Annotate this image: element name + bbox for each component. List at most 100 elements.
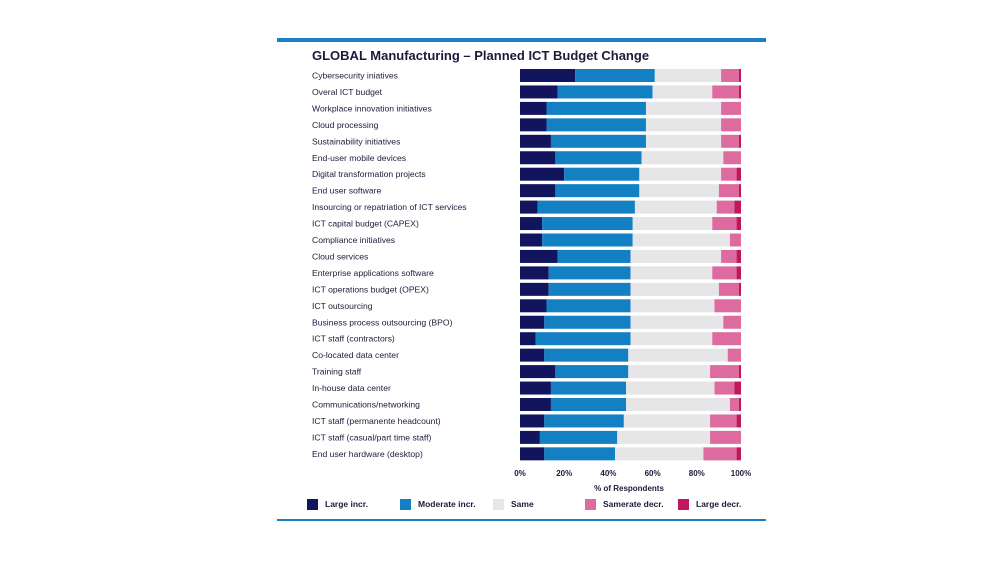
bar-segment <box>721 101 741 115</box>
category-label: Enterprise applications software <box>312 268 434 278</box>
bar-segment <box>712 85 739 99</box>
bar-segment <box>520 101 547 115</box>
legend-label: Large decr. <box>696 499 742 509</box>
category-label: Cloud services <box>312 251 368 261</box>
legend-swatch <box>307 498 318 510</box>
bar-segment <box>716 200 735 214</box>
x-tick-label: 0% <box>514 469 526 478</box>
bar-segment <box>546 101 646 115</box>
bar-segment <box>539 430 618 444</box>
bar-segment <box>736 414 741 428</box>
legend-swatch <box>585 498 596 510</box>
bar-segment <box>546 118 646 132</box>
bar-segment <box>544 315 631 329</box>
bar-segment <box>555 184 640 198</box>
bar-segment <box>703 447 737 461</box>
category-label: In-house data center <box>312 383 391 393</box>
top-rule <box>277 38 766 42</box>
bar-segment <box>718 184 739 198</box>
legend-swatch <box>400 498 411 510</box>
bar-segment <box>729 398 739 411</box>
category-label: Insourcing or repatriation of ICT servic… <box>312 202 467 212</box>
bar-segment <box>718 282 739 296</box>
bar-segment <box>738 282 741 296</box>
bar-segment <box>721 167 737 181</box>
category-label: ICT staff (permanente headcount) <box>312 416 441 426</box>
category-label: ICT outsourcing <box>312 301 373 311</box>
bar-segment <box>555 365 629 379</box>
bar-segment <box>738 365 741 379</box>
bar-segment <box>738 398 741 411</box>
bar-segment <box>645 134 722 148</box>
bar-segment <box>734 381 741 395</box>
bar-segment <box>721 69 739 82</box>
bar-segment <box>630 315 724 329</box>
x-tick-label: 60% <box>645 469 661 478</box>
bar-segment <box>623 414 711 428</box>
legend-label: Same <box>511 499 534 509</box>
category-label: Co-located data center <box>312 350 399 360</box>
bar-segment <box>520 266 549 280</box>
category-label: End-user mobile devices <box>312 153 406 163</box>
bar-segment <box>632 233 730 247</box>
legend-item: Samerate decr. <box>585 497 663 511</box>
bar-segment <box>736 447 741 461</box>
category-label: Digital transformation projects <box>312 169 426 179</box>
legend-swatch <box>678 498 689 510</box>
bar-segment <box>654 69 722 82</box>
bar-segment <box>542 217 633 231</box>
bar-segment <box>520 69 576 82</box>
bar-segment <box>645 101 722 115</box>
category-label: ICT operations budget (OPEX) <box>312 284 429 294</box>
bar-segment <box>520 167 565 181</box>
bar-segment <box>520 134 551 148</box>
legend-label: Samerate decr. <box>603 499 664 509</box>
category-label: Sustainability initiatives <box>312 136 400 146</box>
bar-segment <box>738 69 741 82</box>
bar-segment <box>630 332 713 346</box>
bar-segment <box>520 348 545 362</box>
bottom-rule <box>277 519 766 521</box>
x-tick-label: 100% <box>731 469 751 478</box>
bar-segment <box>546 299 631 313</box>
bar-segment <box>550 398 627 411</box>
bar-segment <box>736 167 741 181</box>
bar-segment <box>520 332 536 346</box>
x-tick-label: 80% <box>689 469 705 478</box>
category-label: Workplace innovation initiatives <box>312 103 432 113</box>
bar-segment <box>738 85 741 99</box>
category-label: ICT staff (contractors) <box>312 334 395 344</box>
legend-item: Moderate incr. <box>400 497 476 511</box>
bar-segment <box>564 167 640 181</box>
bar-segment <box>520 381 551 395</box>
x-tick-label: 40% <box>600 469 616 478</box>
bar-segment <box>710 430 741 444</box>
bar-segment <box>520 365 556 379</box>
bar-segment <box>641 151 724 165</box>
bar-segment <box>520 398 551 411</box>
bar-segment <box>632 217 713 231</box>
category-label: End user software <box>312 186 381 196</box>
bar-segment <box>652 85 713 99</box>
bar-segment <box>548 266 631 280</box>
bar-segment <box>520 282 549 296</box>
bar-segment <box>548 282 631 296</box>
bar-segment <box>729 233 741 247</box>
bar-segment <box>736 217 741 231</box>
legend-item: Large decr. <box>678 497 741 511</box>
bar-segment <box>520 151 556 165</box>
bar-segment <box>738 184 741 198</box>
bar-segment <box>734 200 741 214</box>
category-label: Cybersecurity iniatives <box>312 71 398 81</box>
bar-segment <box>520 85 558 99</box>
bar-segment <box>520 184 556 198</box>
category-label: Cloud processing <box>312 120 379 130</box>
category-label: ICT staff (casual/part time staff) <box>312 432 432 442</box>
bar-segment <box>520 233 543 247</box>
bar-segment <box>628 365 711 379</box>
bar-segment <box>520 200 538 214</box>
x-tick-label: 20% <box>556 469 572 478</box>
bar-segment <box>639 184 719 198</box>
legend: Large incr. Moderate incr. Same Samerate de… <box>307 497 747 513</box>
